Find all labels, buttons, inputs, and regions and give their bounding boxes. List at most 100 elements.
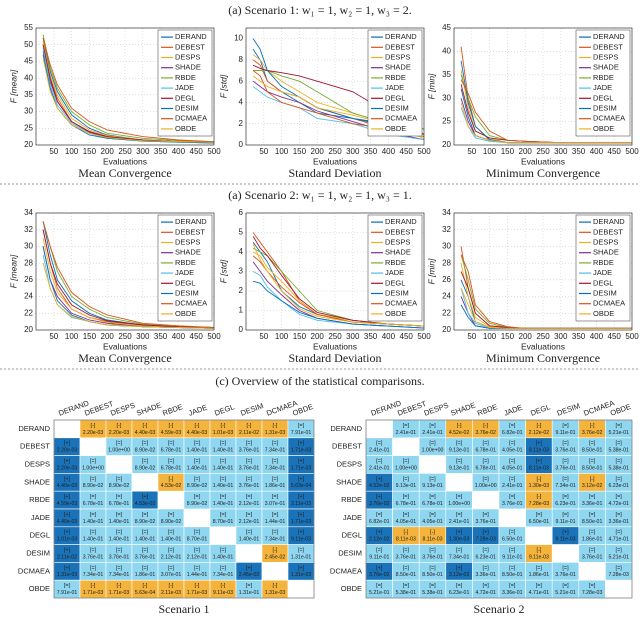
cell-sign: [-]: [221, 423, 226, 429]
cell-sign: [-]: [169, 476, 174, 482]
x-tick-label: 350: [572, 147, 586, 156]
cell-sign: [=]: [220, 565, 227, 571]
x-tick-label: 400: [590, 332, 604, 341]
cell-value: 4.05e-01: [396, 519, 417, 525]
cell-value: 7.28e-03: [475, 537, 496, 543]
cell-sign: [=]: [616, 512, 623, 518]
legend-label: SHADE: [385, 63, 411, 72]
cell-sign: [=]: [429, 565, 436, 571]
cell-sign: [=]: [456, 458, 463, 464]
legend-label: DEBEST: [385, 227, 415, 236]
cell-sign: [=]: [429, 423, 436, 429]
legend-label: JADE: [593, 268, 612, 277]
series-line: [42, 229, 215, 328]
x-tick-label: 50: [49, 332, 58, 341]
cell-value: 6.78e-01: [161, 465, 182, 471]
y-axis-label: F [mean]: [8, 254, 18, 288]
y-tick-label: 40: [24, 73, 33, 82]
x-tick-label: 350: [364, 332, 378, 341]
row-label: DEGL: [342, 531, 362, 540]
y-tick-label: 22: [24, 308, 33, 317]
legend-label: DESPS: [175, 52, 200, 61]
cell-sign: [=]: [272, 530, 279, 536]
legend-label: SHADE: [385, 248, 411, 257]
cell-sign: [=]: [536, 565, 543, 571]
cell-value: 8.90e-02: [83, 483, 104, 489]
chart-subtitle: Minimum Convergence: [486, 351, 600, 365]
cell-sign: [=]: [142, 530, 149, 536]
series-line: [252, 244, 425, 327]
cell-value: 7.91e-01: [291, 430, 312, 436]
y-tick-label: 2: [239, 286, 244, 295]
cell-sign: [+]: [298, 530, 305, 536]
cell-value: 1.40e-01: [187, 448, 208, 454]
cell-sign: [=]: [220, 512, 227, 518]
cell-sign: [=]: [562, 441, 569, 447]
cell-sign: [+]: [142, 494, 149, 500]
cell: [209, 526, 237, 545]
cell-value: 8.90e-02: [135, 465, 156, 471]
legend-label: DCMAEA: [593, 114, 625, 123]
cell-value: 2.12e-01: [161, 554, 182, 560]
cell-value: 9.11e-01: [555, 519, 575, 525]
cell-sign: [=]: [194, 476, 201, 482]
cell-value: 7.34e-01: [265, 465, 286, 471]
cell-value: 1.40e-01: [83, 537, 104, 543]
column-label: DESPS: [109, 401, 136, 418]
cell-value: 6.50e-01: [529, 519, 550, 525]
column-label: DESIM: [556, 401, 581, 418]
x-tick-label: 400: [382, 147, 396, 156]
cell-sign: [+]: [376, 476, 383, 482]
x-tick-label: 250: [536, 147, 550, 156]
cell-sign: [=]: [90, 547, 97, 553]
x-tick-label: 50: [259, 147, 268, 156]
cell-sign: [=]: [589, 458, 596, 464]
legend-label: DERAND: [593, 217, 625, 226]
cell-value: 8.70e-01: [187, 537, 208, 543]
x-tick-label: 150: [501, 332, 515, 341]
cell-value: 2.12e-02: [529, 430, 550, 436]
cell-value: 4.52e-02: [369, 483, 390, 489]
legend-label: DCMAEA: [175, 114, 207, 123]
row-label: DEBEST: [20, 442, 50, 451]
x-tick-label: 500: [625, 147, 639, 156]
cell-value: 7.34e-01: [265, 537, 286, 543]
cell-value: 1.40e-01: [109, 537, 130, 543]
column-label: DESPS: [423, 401, 450, 418]
cell-sign: [+]: [64, 547, 71, 553]
column-label: RBDE: [476, 402, 499, 418]
y-tick-label: 28: [442, 258, 451, 267]
cell-value: 1.40e-01: [213, 554, 234, 560]
legend-label: RBDE: [385, 73, 406, 82]
legend-label: DESIM: [385, 288, 409, 297]
cell-value: 2.41e-01: [422, 430, 443, 436]
cell-sign: [-]: [91, 423, 96, 429]
cell-value: 1.40e-01: [239, 537, 260, 543]
cell-value: 1.71e-03: [291, 465, 312, 471]
series-line: [252, 280, 425, 329]
x-tick-label: 350: [154, 147, 168, 156]
cell-value: 9.13e-01: [422, 483, 443, 489]
y-tick-label: 28: [24, 258, 33, 267]
x-tick-label: 200: [311, 147, 325, 156]
cell-value: 3.36e-01: [502, 590, 523, 596]
cell-sign: [-]: [536, 547, 541, 553]
cell-value: 2.41e-01: [369, 448, 390, 454]
cell-sign: [=]: [562, 512, 569, 518]
cell-value: 3.76e-01: [396, 554, 417, 560]
legend-label: DESIM: [175, 103, 199, 112]
cell-value: 4.40e-03: [57, 483, 78, 489]
x-tick-label: 200: [519, 147, 533, 156]
cell-value: 8.50e-01: [582, 465, 603, 471]
cell-value: 2.41e-01: [369, 465, 390, 471]
row-label: JADE: [31, 513, 50, 522]
y-tick-label: 26: [442, 275, 451, 284]
cell-value: 2.11e-02: [239, 430, 259, 436]
cell-value: 2.20e-03: [57, 448, 78, 454]
cell-sign: [=]: [589, 583, 596, 589]
cell-sign: [=]: [168, 458, 175, 464]
y-tick-label: 0: [239, 325, 244, 334]
cell-sign: [=]: [483, 547, 490, 553]
cell-value: 5.38e-01: [396, 590, 417, 596]
cell-sign: [=]: [429, 547, 436, 553]
